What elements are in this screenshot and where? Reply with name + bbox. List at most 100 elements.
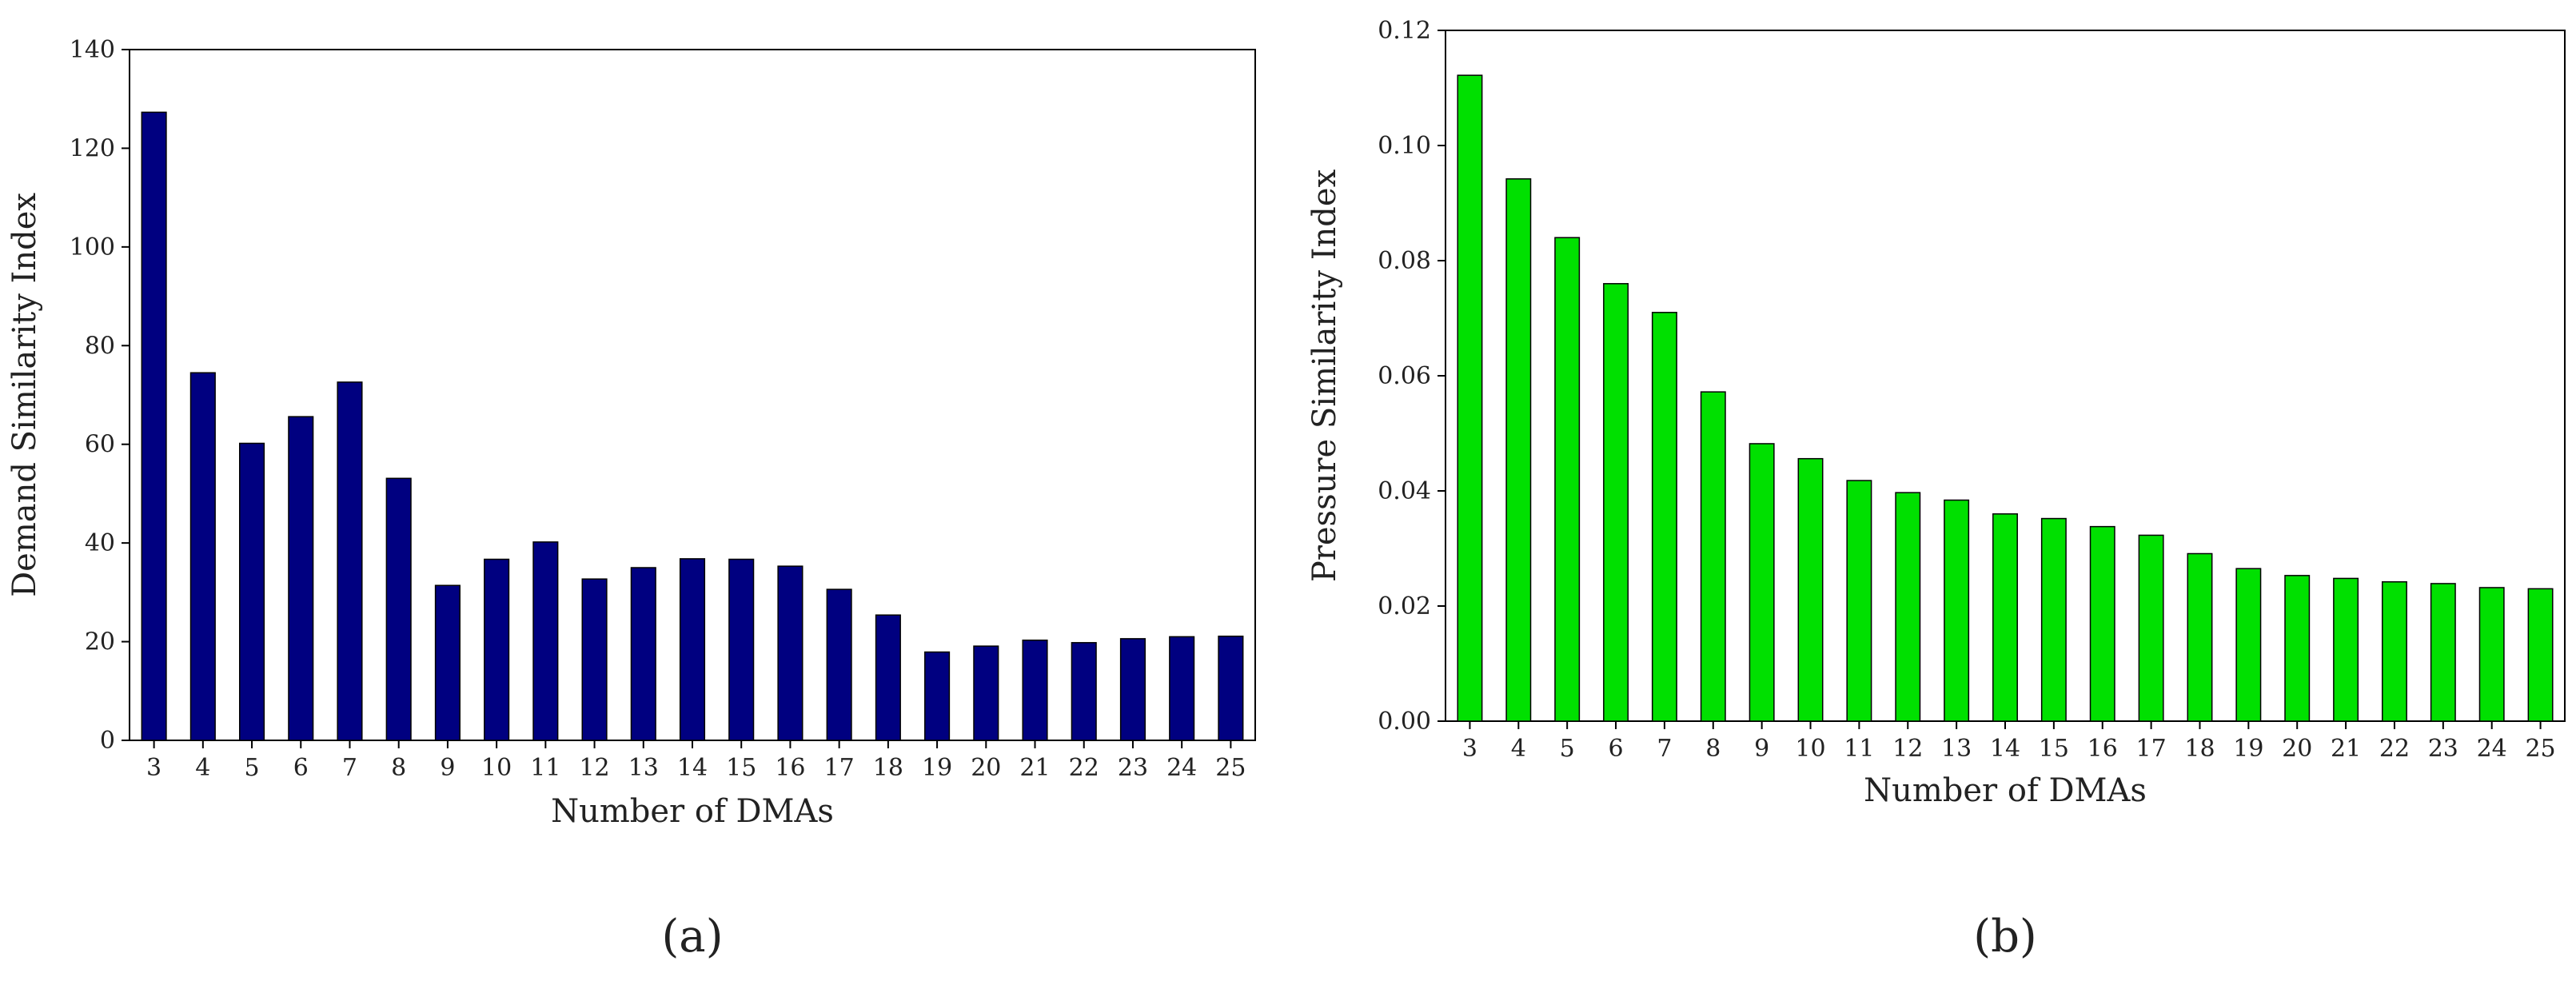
x-tick-label: 14 (677, 754, 708, 782)
y-tick-label: 0.02 (1378, 592, 1431, 620)
y-tick-label: 80 (85, 332, 115, 360)
x-axis-label: Number of DMAs (1864, 772, 2147, 809)
x-tick-label: 17 (824, 754, 855, 782)
bar (1071, 642, 1097, 741)
bar (2284, 575, 2311, 722)
bar (777, 565, 804, 741)
x-tick-label: 4 (195, 754, 210, 782)
panel-label: (b) (1973, 911, 2037, 963)
x-tick-label: 6 (293, 754, 309, 782)
chart-pressure-similarity: 3 4 5 6 7 8 9 10 11 12 13 14 15 16 17 18 19 20 21 22 23 24 25 0… (1306, 17, 2566, 963)
bar (1603, 283, 1629, 722)
x-tick-label: 13 (628, 754, 659, 782)
bar (189, 372, 216, 741)
x-tick-label: 23 (1118, 754, 1148, 782)
bar (484, 558, 510, 741)
x-tick-label: 5 (1560, 735, 1575, 763)
bar (973, 645, 999, 741)
x-tick-label: 16 (775, 754, 805, 782)
bar (2138, 534, 2164, 722)
x-tick-label: 9 (1754, 735, 1769, 763)
x-tick-label: 7 (1657, 735, 1672, 763)
x-tick-label: 6 (1608, 735, 1623, 763)
x-tick-label: 22 (2379, 735, 2410, 763)
bar (630, 567, 656, 741)
bar (2235, 568, 2262, 722)
y-tick-label: 20 (85, 628, 115, 656)
y-tick-label: 100 (70, 233, 115, 261)
y-tick-label: 40 (85, 529, 115, 557)
x-tick-label: 10 (1795, 735, 1825, 763)
x-tick-label: 16 (2088, 735, 2118, 763)
bar (679, 558, 706, 741)
x-tick-label: 8 (391, 754, 406, 782)
bar (924, 651, 951, 741)
panel-label: (a) (661, 911, 723, 963)
bar (1119, 638, 1146, 741)
bar (1797, 457, 1824, 722)
x-tick-label: 13 (1941, 735, 1972, 763)
bar (141, 111, 167, 741)
bar (1218, 636, 1244, 741)
x-tick-label: 7 (342, 754, 357, 782)
y-tick-label: 60 (85, 431, 115, 459)
bar (238, 442, 265, 741)
y-tick-label: 0 (100, 727, 115, 755)
x-tick-label: 3 (1462, 735, 1477, 763)
x-tick-label: 15 (2039, 735, 2069, 763)
x-tick-label: 18 (2184, 735, 2215, 763)
bar (2089, 525, 2115, 722)
x-tick-label: 25 (1215, 754, 1246, 782)
bar (1022, 639, 1048, 741)
x-tick-label: 17 (2136, 735, 2167, 763)
bar (2430, 583, 2456, 722)
bar (1651, 312, 1677, 722)
x-axis-label: Number of DMAs (551, 793, 834, 830)
x-tick-label: 21 (2331, 735, 2361, 763)
x-tick-label: 11 (530, 754, 560, 782)
y-tick-label: 0.06 (1378, 362, 1431, 390)
bar (532, 541, 559, 741)
y-tick-label: 140 (70, 36, 115, 64)
bar (1700, 391, 1726, 722)
y-axis-label: Pressure Similarity Index (1306, 169, 1343, 582)
bar (434, 584, 461, 741)
x-tick-label: 20 (971, 754, 1001, 782)
bar (288, 416, 314, 741)
x-tick-label: 21 (1019, 754, 1050, 782)
x-tick-label: 12 (1892, 735, 1923, 763)
bar (1457, 74, 1483, 722)
bar (728, 558, 755, 741)
x-tick-label: 22 (1069, 754, 1099, 782)
y-tick-label: 0.08 (1378, 247, 1431, 275)
x-tick-label: 23 (2428, 735, 2458, 763)
bar (1554, 237, 1581, 722)
bar (1169, 636, 1195, 741)
x-tick-label: 24 (1166, 754, 1197, 782)
x-tick-label: 8 (1705, 735, 1721, 763)
y-tick-label: 120 (70, 134, 115, 162)
bar (1992, 513, 2018, 722)
bar (2381, 581, 2407, 722)
bar (1505, 178, 1532, 722)
x-tick-label: 18 (873, 754, 903, 782)
x-tick-label: 10 (481, 754, 512, 782)
bar (875, 614, 901, 741)
bar (2333, 577, 2359, 722)
bar (2187, 552, 2213, 722)
bar (826, 588, 852, 741)
bar (1846, 480, 1872, 722)
y-tick-label: 0.00 (1378, 708, 1431, 736)
y-axis-label: Demand Similarity Index (6, 193, 43, 597)
x-tick-label: 19 (2233, 735, 2263, 763)
x-tick-label: 25 (2525, 735, 2555, 763)
x-tick-label: 11 (1844, 735, 1874, 763)
x-tick-label: 20 (2282, 735, 2312, 763)
bar (2040, 517, 2067, 722)
x-tick-label: 12 (579, 754, 609, 782)
bar (2527, 588, 2554, 722)
bar (1749, 443, 1775, 722)
bar (2478, 587, 2505, 722)
chart-demand-similarity: 3 4 5 6 7 8 9 10 11 12 13 14 15 16 17 18 19 20 21 22 23 24 25 0… (6, 36, 1256, 963)
